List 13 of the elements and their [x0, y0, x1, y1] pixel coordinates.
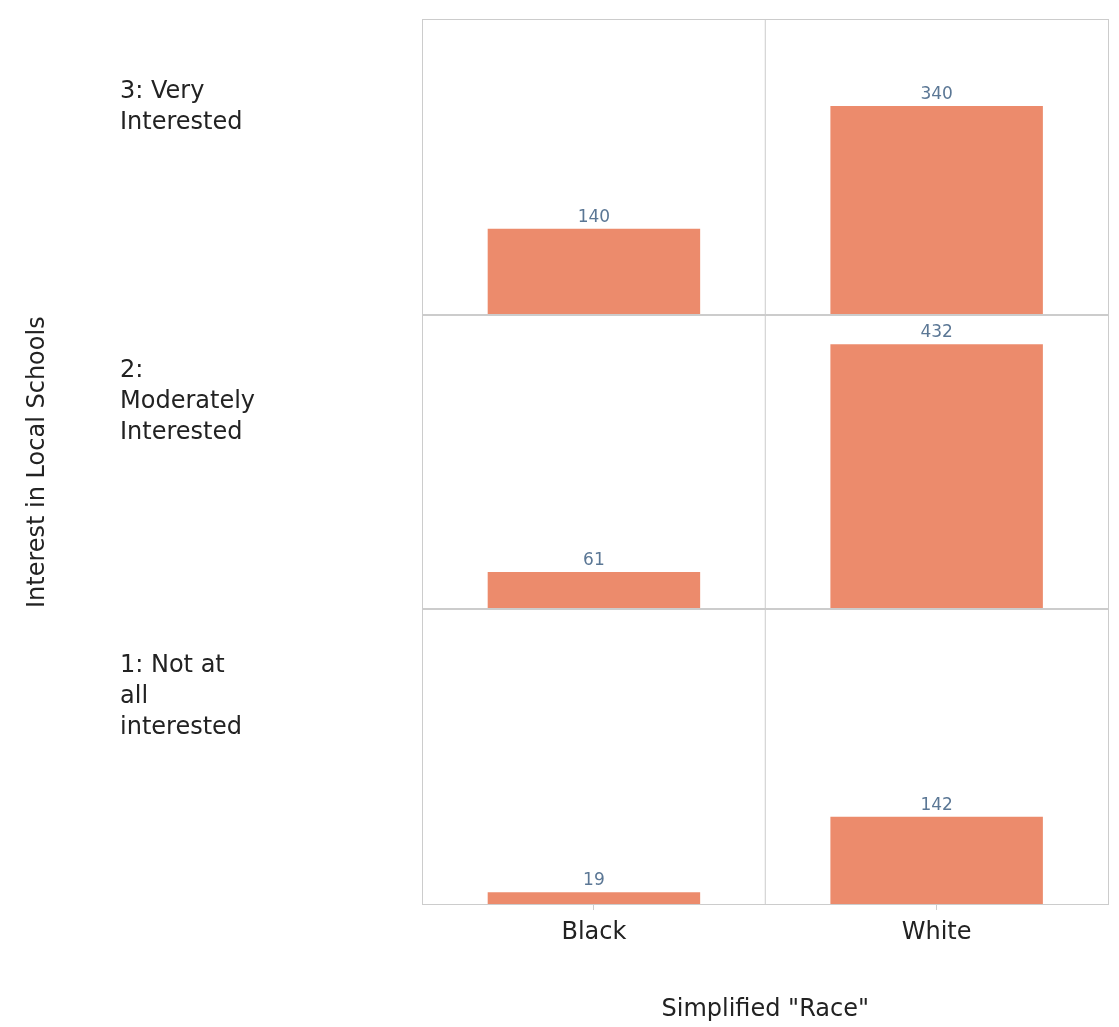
data-label: 140 — [577, 205, 611, 226]
data-label: 61 — [583, 548, 605, 569]
data-label: 432 — [920, 321, 953, 342]
y-axis-title: 2: Moderately Interested — [120, 355, 256, 446]
y-axis-title: 3: Very Interested — [120, 76, 243, 136]
y-axis-title: 1: Not at all interested — [120, 650, 243, 741]
data-label: 142 — [920, 793, 953, 814]
x-tick-label: White — [901, 916, 972, 945]
text: Interest in Local Schools — [22, 316, 50, 608]
data-label: 340 — [920, 82, 953, 103]
x-axis-title: Simplified "Race" — [661, 994, 870, 1023]
data-label: 19 — [583, 869, 605, 890]
x-tick-label: Black — [561, 916, 627, 945]
